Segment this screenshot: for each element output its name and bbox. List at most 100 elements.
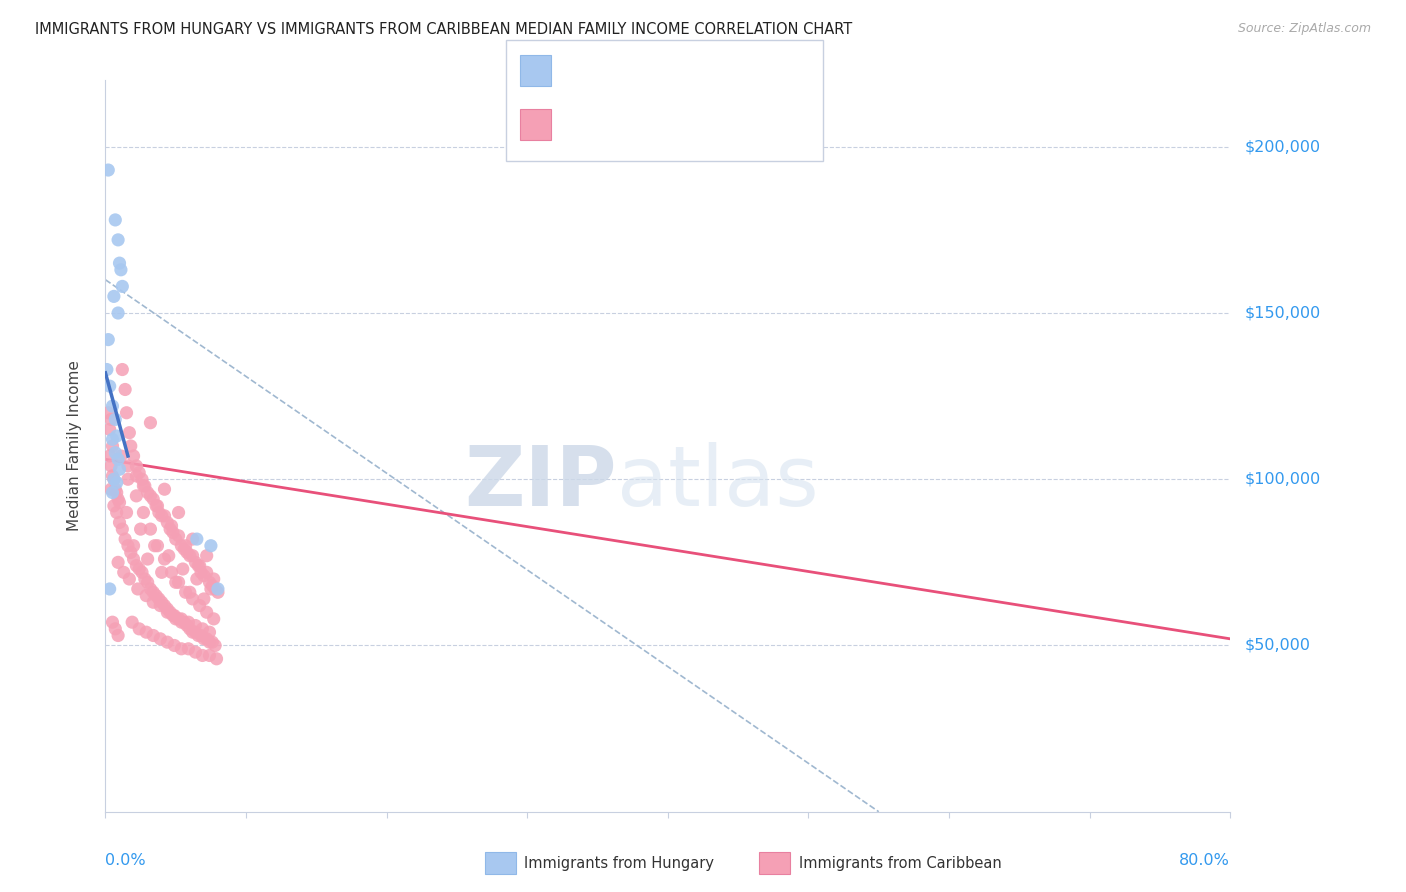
Point [125,469,148,483]
Point [200,582,222,596]
Point [174,539,197,553]
Point [200,539,222,553]
Point [193,632,215,646]
Point [159,605,181,619]
Text: $150,000: $150,000 [1244,306,1320,320]
Point [195,566,218,580]
Point [148,591,170,606]
Point [191,648,214,663]
Point [125,558,148,573]
Point [184,625,207,640]
Text: N =: N = [689,62,723,77]
Point [165,575,187,590]
Point [134,479,156,493]
Point [150,566,173,580]
Point [172,562,194,576]
Point [195,632,218,646]
Point [101,439,124,453]
Point [105,485,128,500]
Text: Source: ZipAtlas.com: Source: ZipAtlas.com [1237,22,1371,36]
Point [150,508,173,523]
Point [143,539,166,553]
Point [156,635,179,649]
Point [101,469,124,483]
Point [150,595,173,609]
Point [98,582,121,596]
Point [115,506,138,520]
Point [101,615,124,630]
Point [105,506,128,520]
Point [104,445,127,459]
Point [153,599,176,613]
Point [103,499,125,513]
Point [117,458,139,473]
Text: 146: 146 [727,116,759,131]
Point [195,549,218,563]
Text: -0.176: -0.176 [598,62,652,77]
Point [160,518,183,533]
Text: R =: R = [560,116,593,131]
Point [156,605,179,619]
Point [127,582,149,596]
Text: ZIP: ZIP [465,442,617,523]
Point [117,472,139,486]
Point [136,575,159,590]
Point [173,542,195,557]
Point [204,639,226,653]
Point [142,628,165,642]
Point [201,579,224,593]
Point [181,591,204,606]
Point [146,499,169,513]
Point [135,589,157,603]
Point [176,618,198,632]
Point [98,449,121,463]
Point [104,213,127,227]
Point [146,539,169,553]
Point [191,622,214,636]
Point [110,449,132,463]
Point [128,622,150,636]
Point [125,489,148,503]
Point [128,466,150,480]
Text: 25: 25 [727,62,748,77]
Point [204,582,226,596]
Point [128,562,150,576]
Point [198,648,221,663]
Point [188,558,211,573]
Point [104,412,127,426]
Point [184,555,207,569]
Point [198,635,221,649]
Point [131,566,153,580]
Point [163,639,186,653]
Point [177,615,200,630]
Text: -0.541: -0.541 [598,116,652,131]
Point [103,472,125,486]
Point [122,449,145,463]
Text: Immigrants from Caribbean: Immigrants from Caribbean [799,856,1001,871]
Point [136,552,159,566]
Point [103,289,125,303]
Point [115,406,138,420]
Point [202,572,225,586]
Point [107,306,129,320]
Point [111,522,134,536]
Point [132,479,155,493]
Text: atlas: atlas [617,442,818,523]
Point [97,406,120,420]
Point [186,572,208,586]
Point [193,568,215,582]
Point [177,641,200,656]
Point [100,458,122,473]
Point [129,522,152,536]
Point [107,452,129,467]
Point [132,506,155,520]
Point [181,625,204,640]
Text: $50,000: $50,000 [1244,638,1310,653]
Point [156,602,179,616]
Point [108,495,131,509]
Point [165,612,187,626]
Point [98,379,121,393]
Point [170,641,193,656]
Text: $100,000: $100,000 [1244,472,1320,487]
Point [159,522,181,536]
